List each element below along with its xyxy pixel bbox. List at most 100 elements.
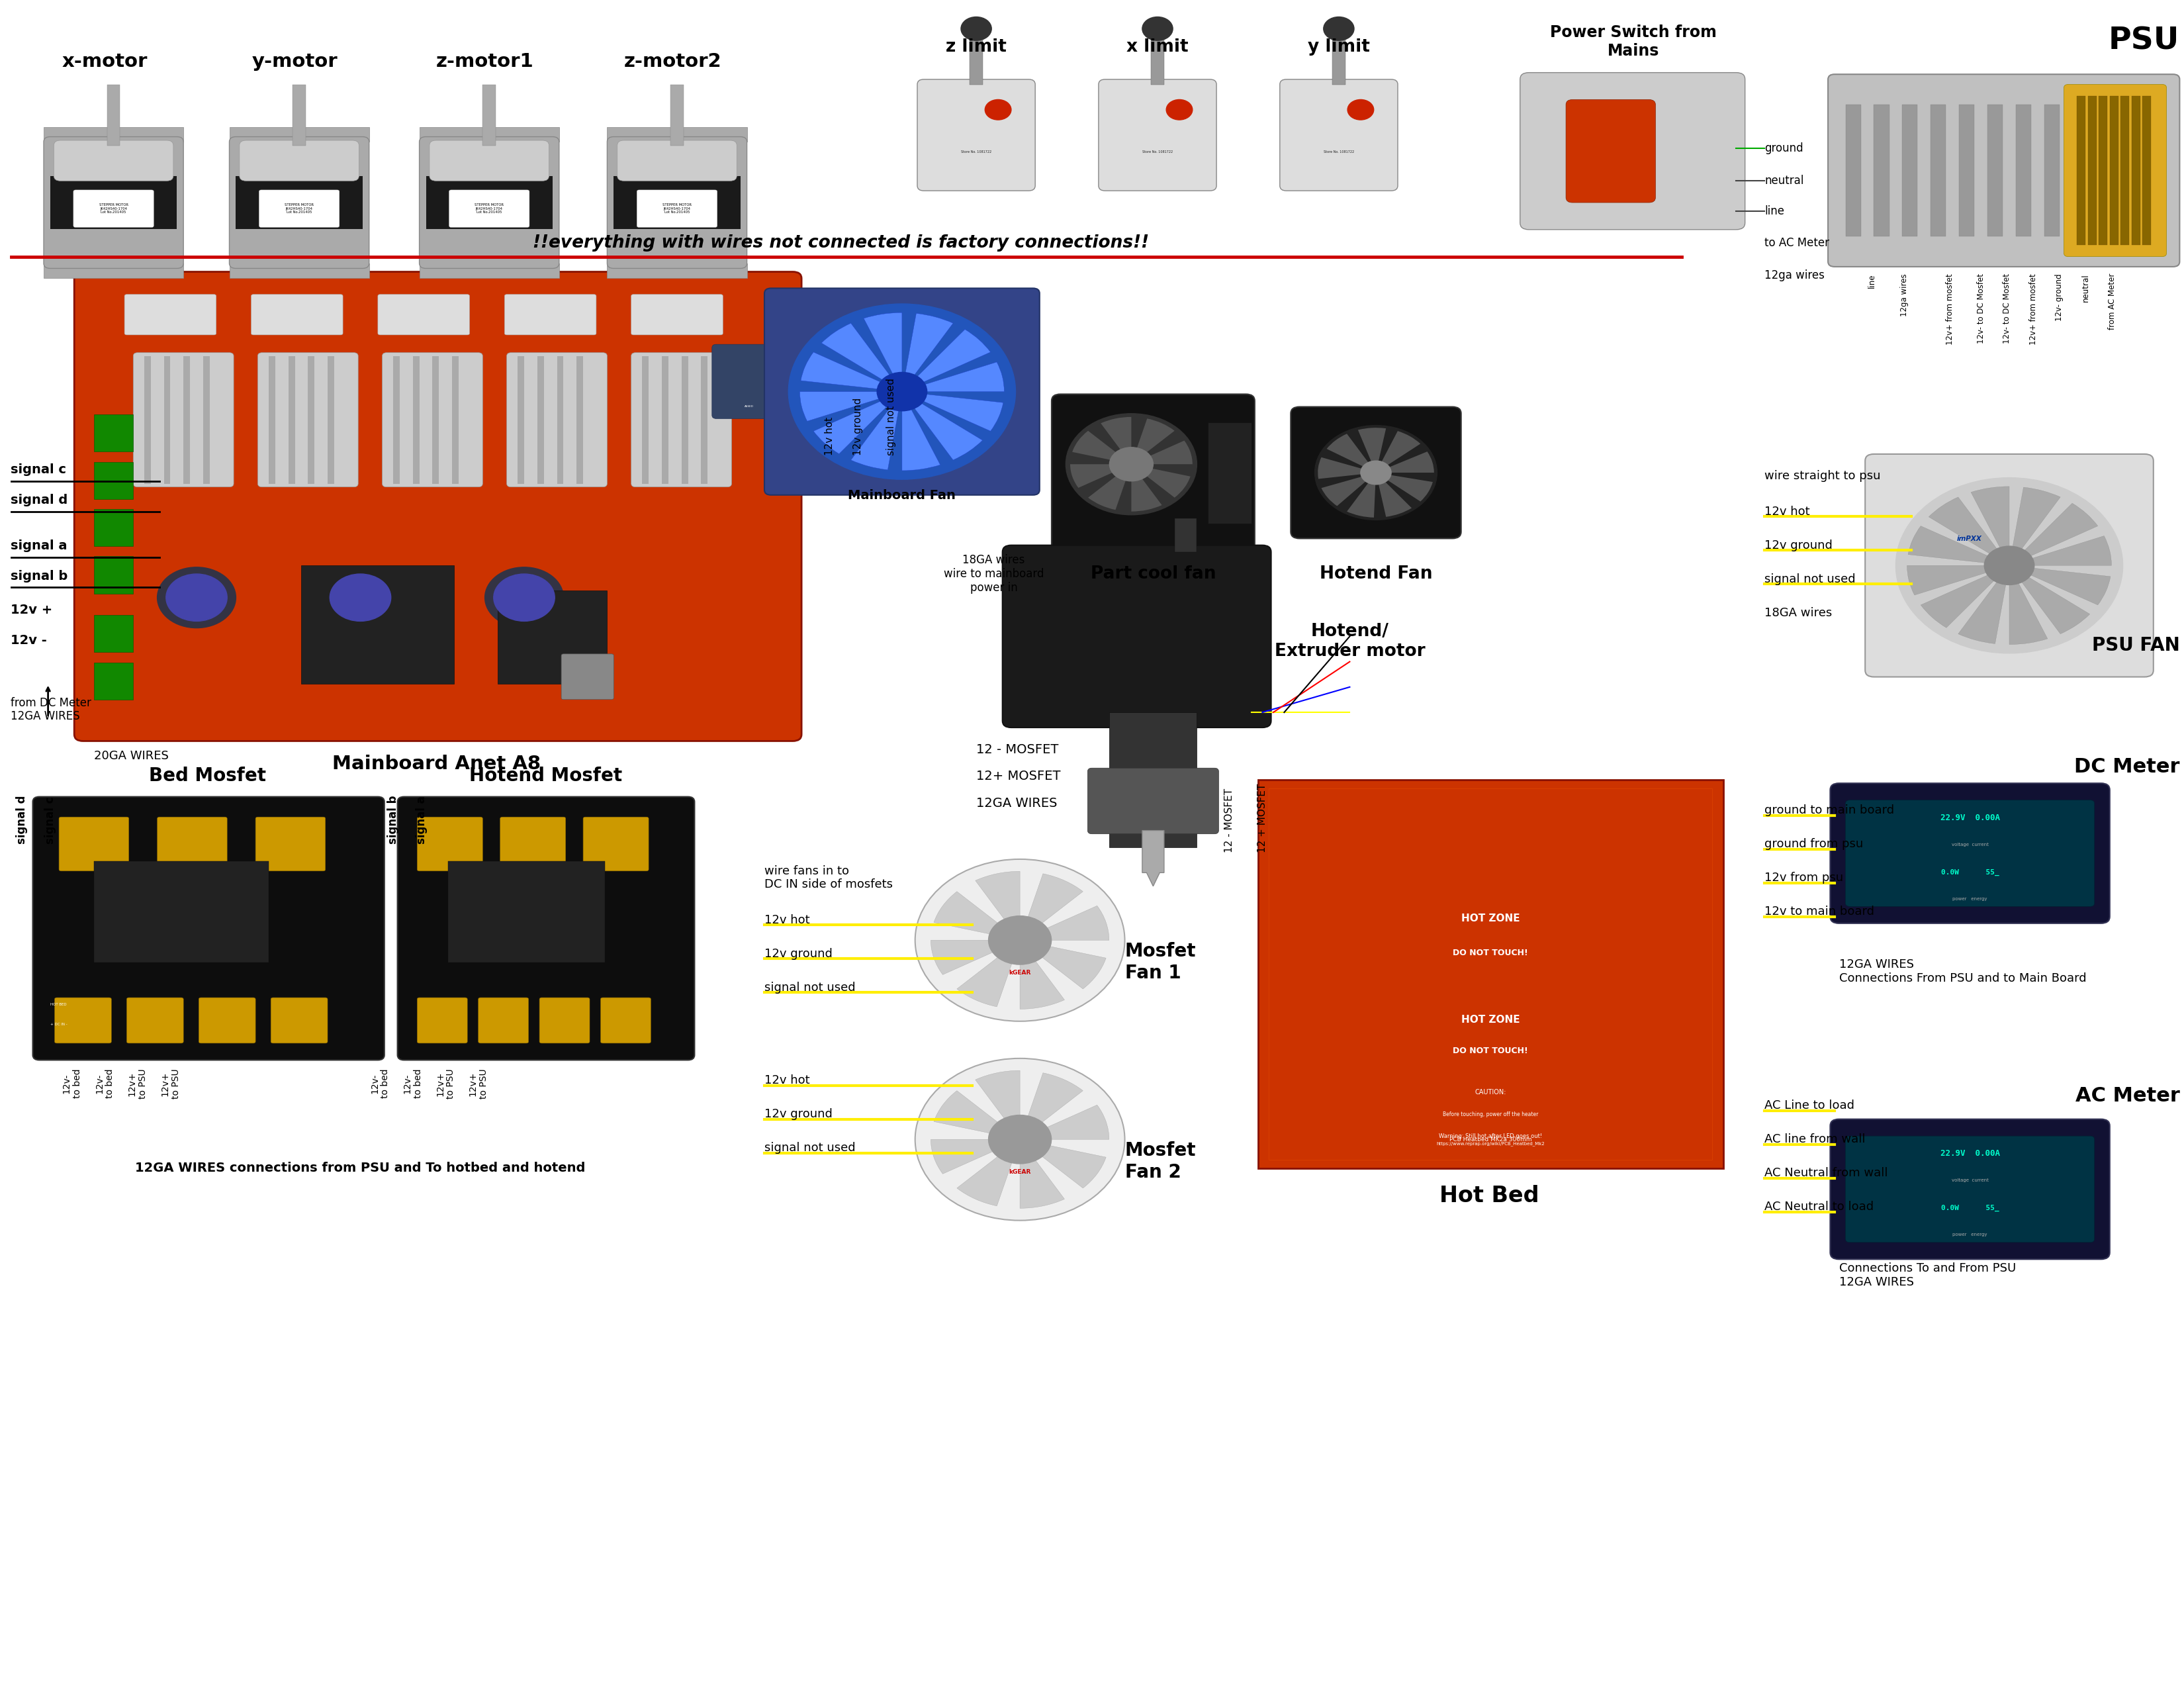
FancyBboxPatch shape	[583, 817, 649, 871]
Bar	[2121, 96, 2129, 245]
Text: 12GA WIRES: 12GA WIRES	[976, 797, 1057, 810]
FancyBboxPatch shape	[258, 353, 358, 486]
Wedge shape	[930, 1139, 1020, 1173]
Bar	[203, 356, 210, 484]
Wedge shape	[1131, 464, 1162, 511]
Text: signal not used: signal not used	[764, 1141, 856, 1155]
Text: power   energy: power energy	[1952, 896, 1987, 901]
FancyBboxPatch shape	[1291, 407, 1461, 538]
Text: signal not used: signal not used	[764, 981, 856, 994]
FancyBboxPatch shape	[378, 294, 470, 334]
Wedge shape	[1376, 430, 1420, 473]
Text: 12ga wires: 12ga wires	[1900, 273, 1909, 316]
FancyBboxPatch shape	[1830, 783, 2110, 923]
Bar	[236, 176, 363, 230]
Text: x limit: x limit	[1127, 39, 1188, 56]
FancyBboxPatch shape	[1845, 1136, 2094, 1242]
Bar	[94, 662, 133, 699]
FancyArrow shape	[1142, 830, 1164, 886]
FancyBboxPatch shape	[1865, 454, 2153, 677]
Wedge shape	[976, 1070, 1020, 1139]
Bar	[662, 356, 668, 484]
Text: 12v-
to bed: 12v- to bed	[402, 1069, 424, 1099]
Text: HOT ZONE: HOT ZONE	[1461, 1014, 1520, 1025]
Wedge shape	[2009, 535, 2112, 565]
Text: imPXX: imPXX	[1957, 535, 1983, 542]
FancyBboxPatch shape	[133, 353, 234, 486]
FancyBboxPatch shape	[33, 797, 384, 1060]
Bar	[1874, 105, 1889, 236]
Wedge shape	[821, 322, 902, 392]
Bar	[426, 176, 553, 230]
Text: Mainboard Anet A8: Mainboard Anet A8	[332, 755, 542, 773]
Bar	[448, 861, 605, 962]
FancyBboxPatch shape	[1845, 800, 2094, 906]
Text: 12v ground: 12v ground	[764, 1107, 832, 1121]
Bar	[2016, 105, 2031, 236]
Bar	[308, 356, 314, 484]
Wedge shape	[902, 314, 952, 392]
Bar	[681, 356, 688, 484]
Bar	[2143, 96, 2151, 245]
Text: 12v hot: 12v hot	[1765, 505, 1811, 518]
Bar	[483, 84, 496, 145]
Wedge shape	[1376, 452, 1435, 473]
Text: Store No. 1081722: Store No. 1081722	[961, 150, 992, 154]
Bar	[2110, 96, 2118, 245]
Text: signal not used: signal not used	[1765, 572, 1856, 586]
FancyBboxPatch shape	[1280, 79, 1398, 191]
Text: PSU FAN: PSU FAN	[2092, 636, 2180, 655]
Text: 12v ground: 12v ground	[1765, 538, 1832, 552]
Wedge shape	[1020, 906, 1109, 940]
Bar	[670, 84, 684, 145]
Bar	[94, 510, 133, 547]
FancyBboxPatch shape	[157, 817, 227, 871]
Circle shape	[1324, 17, 1354, 41]
FancyBboxPatch shape	[74, 191, 153, 228]
FancyBboxPatch shape	[260, 191, 339, 228]
Text: Store No. 1081722: Store No. 1081722	[1324, 150, 1354, 154]
Wedge shape	[2009, 565, 2110, 604]
Text: signal d: signal d	[11, 495, 68, 506]
Circle shape	[989, 917, 1051, 964]
Text: 12v+
to PSU: 12v+ to PSU	[159, 1069, 181, 1099]
Circle shape	[878, 373, 926, 410]
Wedge shape	[2009, 488, 2060, 565]
FancyBboxPatch shape	[764, 289, 1040, 495]
Bar	[1987, 105, 2003, 236]
Circle shape	[1361, 461, 1391, 484]
FancyBboxPatch shape	[1520, 73, 1745, 230]
Bar	[557, 356, 563, 484]
FancyBboxPatch shape	[59, 817, 129, 871]
Text: voltage  current: voltage current	[1952, 1178, 1987, 1182]
Bar	[229, 263, 369, 279]
Text: Bed Mosfet: Bed Mosfet	[149, 766, 266, 785]
Wedge shape	[1959, 565, 2009, 643]
Bar	[2044, 105, 2060, 236]
Bar	[2101, 105, 2116, 236]
Text: Connections To and From PSU
12GA WIRES: Connections To and From PSU 12GA WIRES	[1839, 1263, 2016, 1288]
Text: 0.0W      55_: 0.0W 55_	[1942, 1205, 1998, 1212]
Wedge shape	[1928, 496, 2009, 565]
Text: ground to main board: ground to main board	[1765, 803, 1894, 817]
Text: 12v+
to PSU: 12v+ to PSU	[467, 1069, 489, 1099]
Bar	[419, 263, 559, 279]
Wedge shape	[902, 392, 1002, 430]
Bar	[328, 356, 334, 484]
Wedge shape	[1376, 473, 1433, 501]
Bar	[94, 614, 133, 652]
Bar	[1258, 780, 1723, 1168]
Bar	[452, 356, 459, 484]
Wedge shape	[1020, 1139, 1064, 1209]
FancyBboxPatch shape	[561, 653, 614, 699]
Bar	[413, 356, 419, 484]
Bar	[614, 176, 740, 230]
Text: signal a: signal a	[415, 795, 428, 844]
Wedge shape	[1088, 464, 1131, 510]
Circle shape	[166, 574, 227, 621]
FancyBboxPatch shape	[1088, 768, 1219, 834]
Text: neutral: neutral	[2081, 273, 2090, 302]
Text: Hotend Mosfet: Hotend Mosfet	[470, 766, 622, 785]
Bar	[419, 127, 559, 142]
Circle shape	[1315, 425, 1437, 520]
